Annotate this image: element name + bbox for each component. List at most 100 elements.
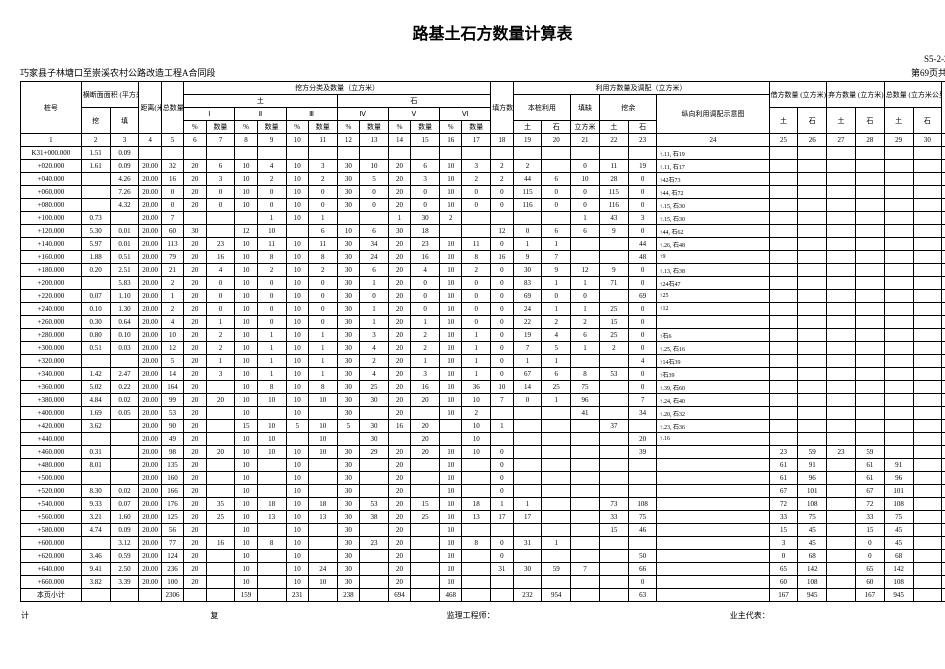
cell bbox=[884, 186, 913, 199]
cell: 20 bbox=[206, 394, 235, 407]
cell: 10 bbox=[440, 550, 462, 563]
cell bbox=[308, 485, 337, 498]
cell: 1 bbox=[513, 238, 542, 251]
cell bbox=[855, 264, 884, 277]
cell bbox=[542, 459, 571, 472]
cell: 71 bbox=[599, 277, 628, 290]
cell: 12 bbox=[235, 225, 257, 238]
cell bbox=[657, 589, 769, 602]
cell: 10 bbox=[235, 277, 257, 290]
cell: 本页小计 bbox=[21, 589, 82, 602]
cell: 25 bbox=[360, 381, 389, 394]
cell: 0.10 bbox=[81, 303, 110, 316]
cell: +400.000 bbox=[21, 407, 82, 420]
colnum: 24 bbox=[657, 134, 769, 147]
cell: 10 bbox=[571, 173, 600, 186]
cell: 10 bbox=[257, 225, 286, 238]
cell: 99 bbox=[161, 394, 183, 407]
cell bbox=[184, 589, 206, 602]
cell: 25 bbox=[599, 303, 628, 316]
cell: 0 bbox=[308, 303, 337, 316]
cell: 0.20 bbox=[81, 264, 110, 277]
cell: 0 bbox=[491, 537, 513, 550]
cell bbox=[599, 550, 628, 563]
h-p1: % bbox=[184, 121, 206, 134]
cell bbox=[571, 524, 600, 537]
main-table: 桩号 横断面面积 (平方米) 距离(米) 总数量 挖方分类及数量（立方米） 填方… bbox=[20, 81, 945, 602]
cell: 0 bbox=[491, 290, 513, 303]
cell: 10 bbox=[286, 511, 308, 524]
cell: 20 bbox=[388, 277, 410, 290]
cell bbox=[798, 342, 827, 355]
cell bbox=[599, 537, 628, 550]
cell: 20.00 bbox=[139, 355, 161, 368]
cell: 0 bbox=[628, 225, 657, 238]
colnum: 21 bbox=[571, 134, 600, 147]
cell: 77 bbox=[161, 537, 183, 550]
cell: 0 bbox=[257, 290, 286, 303]
cell: 0.64 bbox=[110, 316, 139, 329]
cell: 20.00 bbox=[139, 433, 161, 446]
colnum: 16 bbox=[440, 134, 462, 147]
cell: 0 bbox=[628, 316, 657, 329]
cell bbox=[571, 420, 600, 433]
cell: 10 bbox=[286, 576, 308, 589]
cell: +280.000 bbox=[21, 329, 82, 342]
cell bbox=[855, 368, 884, 381]
cell: 56 bbox=[161, 524, 183, 537]
cell: 63 bbox=[628, 589, 657, 602]
cell: 5 bbox=[542, 342, 571, 355]
cell: 1 bbox=[462, 342, 491, 355]
cell bbox=[769, 290, 798, 303]
cell bbox=[599, 251, 628, 264]
cell: 6 bbox=[571, 225, 600, 238]
h-soil: 土 bbox=[184, 95, 338, 108]
cell: 0 bbox=[360, 199, 389, 212]
cell: 20 bbox=[184, 160, 206, 173]
cell: 1 bbox=[206, 316, 235, 329]
cell: 10 bbox=[235, 368, 257, 381]
cell bbox=[360, 407, 389, 420]
cell bbox=[913, 342, 942, 355]
table-head: 桩号 横断面面积 (平方米) 距离(米) 总数量 挖方分类及数量（立方米） 填方… bbox=[21, 82, 945, 147]
cell bbox=[110, 355, 139, 368]
cell: 0 bbox=[161, 186, 183, 199]
cell bbox=[491, 576, 513, 589]
cell bbox=[571, 537, 600, 550]
cell bbox=[913, 225, 942, 238]
cell: 30 bbox=[337, 524, 359, 537]
cell: 60 bbox=[161, 225, 183, 238]
cell: 0 bbox=[855, 537, 884, 550]
cell bbox=[462, 212, 491, 225]
h-fill: 填 bbox=[110, 108, 139, 134]
cell bbox=[769, 264, 798, 277]
cell bbox=[542, 524, 571, 537]
cell: 1.61 bbox=[81, 160, 110, 173]
cell bbox=[440, 147, 462, 160]
cell: 14 bbox=[513, 381, 542, 394]
cell bbox=[360, 472, 389, 485]
cell bbox=[628, 485, 657, 498]
h-p5: % bbox=[388, 121, 410, 134]
cell: 13 bbox=[257, 511, 286, 524]
cell: 0.01 bbox=[110, 225, 139, 238]
cell: 21 bbox=[161, 264, 183, 277]
cell: 20 bbox=[388, 537, 410, 550]
cell bbox=[827, 550, 856, 563]
cell bbox=[81, 433, 110, 446]
cell: 68 bbox=[884, 550, 913, 563]
h-fillshort: 填缺 bbox=[571, 95, 600, 121]
cell bbox=[81, 199, 110, 212]
cell bbox=[571, 472, 600, 485]
cell bbox=[308, 524, 337, 537]
cell: 945 bbox=[798, 589, 827, 602]
cell bbox=[571, 485, 600, 498]
cell: 108 bbox=[884, 576, 913, 589]
h-r1: Ⅰ bbox=[184, 108, 235, 121]
cell bbox=[827, 381, 856, 394]
cell: 0 bbox=[411, 290, 440, 303]
cell bbox=[206, 212, 235, 225]
cell: 7 bbox=[161, 212, 183, 225]
cell: 20 bbox=[411, 446, 440, 459]
table-row: +200.0005.8320.0022001001003012001000831… bbox=[21, 277, 945, 290]
